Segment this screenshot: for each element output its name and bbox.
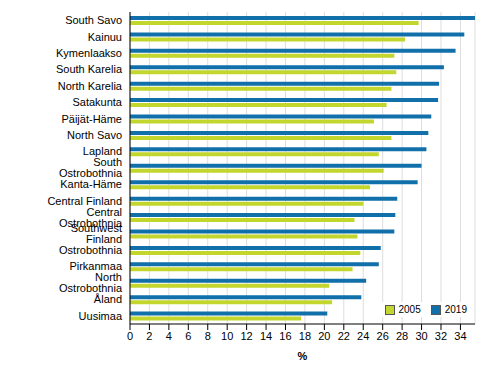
svg-text:SouthOstrobothnia: SouthOstrobothnia	[59, 156, 123, 179]
svg-text:14: 14	[260, 330, 272, 342]
svg-text:North Karelia: North Karelia	[58, 80, 123, 92]
svg-text:30: 30	[415, 330, 427, 342]
svg-text:32: 32	[435, 330, 447, 342]
svg-text:South Karelia: South Karelia	[56, 63, 123, 75]
svg-text:8: 8	[205, 330, 211, 342]
svg-text:North Savo: North Savo	[67, 129, 122, 141]
svg-text:%: %	[298, 350, 308, 362]
svg-text:Kymenlaakso: Kymenlaakso	[56, 47, 122, 59]
svg-text:Ostrobothnia: Ostrobothnia	[59, 244, 123, 256]
svg-text:0: 0	[127, 330, 133, 342]
svg-text:10: 10	[221, 330, 233, 342]
svg-text:24: 24	[357, 330, 369, 342]
svg-text:20: 20	[318, 330, 330, 342]
svg-text:26: 26	[377, 330, 389, 342]
svg-text:22: 22	[338, 330, 350, 342]
svg-text:6: 6	[185, 330, 191, 342]
svg-text:Päijät-Häme: Päijät-Häme	[61, 113, 122, 125]
svg-text:2: 2	[146, 330, 152, 342]
svg-text:Kanta-Häme: Kanta-Häme	[60, 178, 122, 190]
svg-text:Åland: Åland	[94, 293, 122, 305]
svg-text:34: 34	[454, 330, 466, 342]
svg-text:NorthOstrobothnia: NorthOstrobothnia	[59, 271, 123, 294]
svg-text:Kainuu: Kainuu	[88, 31, 122, 43]
svg-text:Uusimaa: Uusimaa	[79, 310, 123, 322]
svg-text:12: 12	[240, 330, 252, 342]
svg-text:SouthwestFinland: SouthwestFinland	[71, 222, 122, 245]
svg-text:South Savo: South Savo	[65, 14, 122, 26]
svg-text:16: 16	[279, 330, 291, 342]
svg-text:Satakunta: Satakunta	[72, 96, 122, 108]
svg-text:4: 4	[166, 330, 172, 342]
svg-text:28: 28	[396, 330, 408, 342]
svg-text:18: 18	[299, 330, 311, 342]
